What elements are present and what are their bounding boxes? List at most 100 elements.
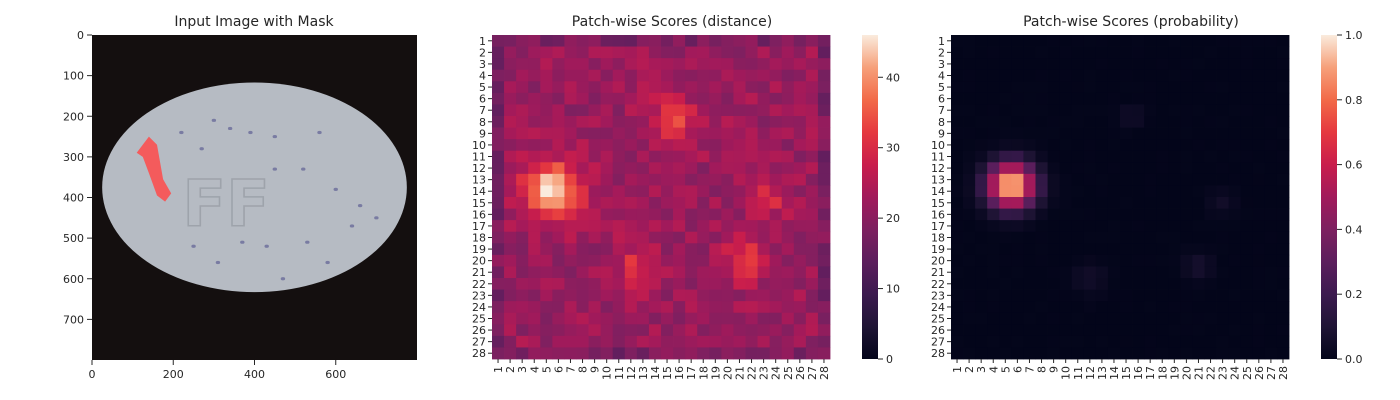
heatmap-cell: [1023, 139, 1036, 152]
heatmap-cell: [697, 104, 710, 117]
heatmap-cell: [805, 324, 819, 337]
x-tick-label: 10: [1060, 366, 1073, 380]
heatmap-cell: [540, 150, 553, 163]
heatmap-cell: [1180, 254, 1193, 267]
heatmap-cell: [540, 58, 553, 71]
heatmap-cell: [963, 139, 976, 152]
heatmap-cell: [1240, 173, 1254, 186]
heatmap-cell: [1120, 324, 1133, 337]
x-tick-label: 23: [1217, 366, 1230, 380]
heatmap-cell: [733, 231, 746, 244]
heatmap-cell: [528, 69, 541, 82]
heatmap-cell: [588, 173, 602, 186]
heatmap-cell: [1035, 35, 1048, 47]
heatmap-cell: [564, 266, 577, 279]
heatmap-cell: [685, 150, 698, 163]
heatmap-cell: [1107, 150, 1121, 163]
heatmap-cell: [975, 185, 988, 198]
heatmap-cell: [987, 116, 1000, 128]
heatmap-cell: [600, 289, 614, 302]
heatmap-cell: [999, 220, 1012, 233]
distance-heatmap-title: Patch-wise Scores (distance): [572, 14, 772, 30]
heatmap-cell: [528, 185, 541, 198]
heatmap-cell: [781, 197, 795, 209]
heatmap-cell: [1023, 335, 1036, 348]
heatmap-cell: [1132, 46, 1145, 59]
heatmap-cell: [987, 243, 1000, 256]
y-tick-label: 400: [63, 192, 84, 205]
heatmap-cell: [624, 139, 638, 152]
heatmap-cell: [963, 266, 976, 279]
heatmap-cell: [1204, 289, 1217, 302]
heatmap-cell: [1228, 231, 1242, 244]
heatmap-cell: [1180, 324, 1193, 337]
heatmap-cell: [1276, 173, 1290, 186]
heatmap-cell: [685, 104, 698, 117]
heatmap-cell: [1047, 324, 1061, 337]
heatmap-cell: [648, 116, 662, 128]
heatmap-cell: [963, 81, 976, 94]
heatmap-cell: [1228, 35, 1242, 47]
heatmap-cell: [1035, 312, 1048, 325]
heatmap-cell: [1083, 162, 1097, 175]
heatmap-cell: [781, 81, 795, 94]
heatmap-cell: [1168, 127, 1181, 140]
heatmap-cell: [1071, 104, 1085, 117]
heatmap-cell: [1083, 220, 1097, 233]
heatmap-cell: [600, 139, 614, 152]
heatmap-cell: [1216, 139, 1230, 152]
heatmap-cell: [999, 116, 1012, 128]
heatmap-cell: [1047, 289, 1061, 302]
heatmap-cell: [769, 104, 783, 117]
heatmap-cell: [648, 243, 662, 256]
heatmap-cell: [540, 185, 553, 198]
heatmap-cell: [504, 301, 517, 314]
heatmap-cell: [1059, 35, 1073, 47]
heatmap-cell: [975, 150, 988, 163]
heatmap-cell: [1192, 254, 1205, 267]
x-tick-label: 11: [1072, 366, 1085, 380]
heatmap-cell: [528, 35, 541, 47]
heatmap-cell: [673, 104, 686, 117]
heatmap-cell: [793, 312, 807, 325]
heatmap-cell: [709, 81, 722, 94]
heatmap-cell: [588, 347, 602, 360]
heatmap-cell: [552, 150, 565, 163]
x-tick-label: 3: [516, 366, 529, 373]
heatmap-cell: [721, 301, 734, 314]
heatmap-cell: [951, 58, 964, 71]
heatmap-cell: [1144, 208, 1157, 221]
heatmap-cell: [540, 46, 553, 59]
heatmap-cell: [709, 46, 722, 59]
heatmap-cell: [1276, 46, 1290, 59]
y-tick-label: 18: [931, 232, 945, 245]
heatmap-cell: [745, 335, 758, 348]
heatmap-cell: [1216, 347, 1230, 360]
heatmap-cell: [648, 58, 662, 71]
heatmap-cell: [576, 139, 589, 152]
y-tick-label: 500: [63, 232, 84, 245]
heatmap-cell: [1156, 58, 1169, 71]
heatmap-cell: [540, 347, 553, 360]
heatmap-cell: [685, 81, 698, 94]
heatmap-cell: [721, 150, 734, 163]
heatmap-cell: [576, 324, 589, 337]
heatmap-cell: [1276, 58, 1290, 71]
heatmap-cell: [1144, 81, 1157, 94]
heatmap-cell: [661, 69, 674, 82]
heatmap-cell: [1228, 197, 1242, 209]
y-tick-label: 7: [938, 104, 945, 117]
heatmap-cell: [540, 127, 553, 140]
y-tick-label: 200: [63, 110, 84, 123]
heatmap-cell: [1035, 46, 1048, 59]
heatmap-cell: [1095, 289, 1109, 302]
heatmap-cell: [576, 335, 589, 348]
heatmap-cell: [697, 197, 710, 209]
heatmap-cell: [999, 312, 1012, 325]
heatmap-cell: [697, 58, 710, 71]
heatmap-cell: [1156, 220, 1169, 233]
heatmap-cell: [1144, 127, 1157, 140]
heatmap-cell: [733, 127, 746, 140]
heatmap-cell: [648, 162, 662, 175]
heatmap-cell: [1120, 46, 1133, 59]
